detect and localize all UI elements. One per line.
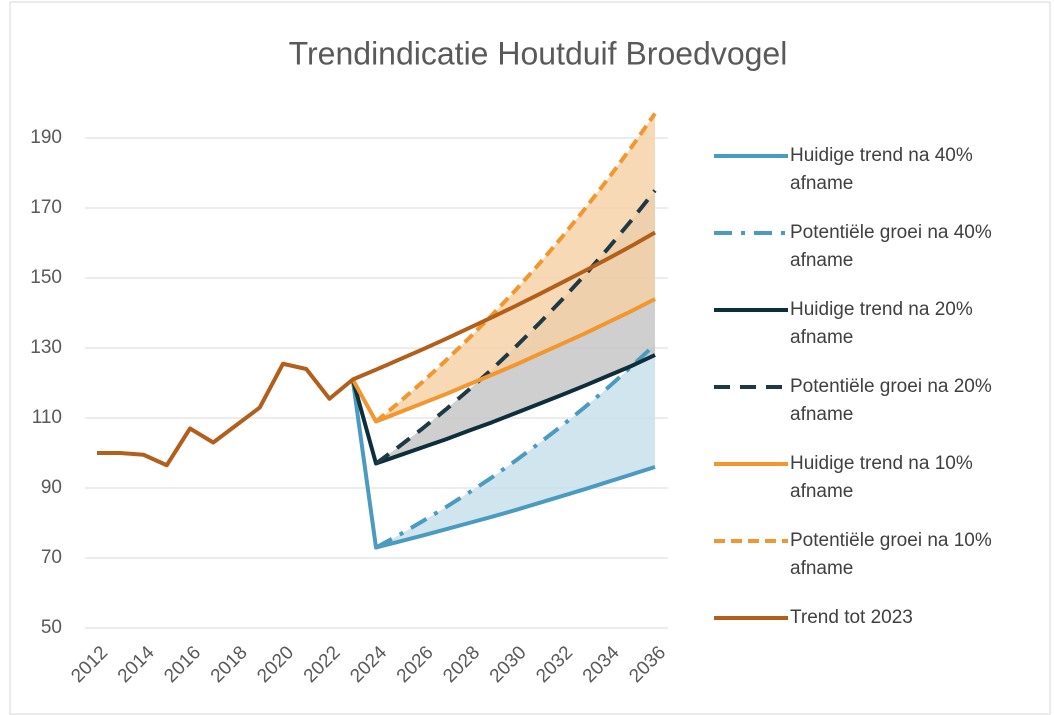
- series-line: [350, 379, 656, 550]
- x-tick-label: 2014: [114, 642, 159, 687]
- y-tick-label: 50: [41, 617, 62, 638]
- x-tick-label: 2020: [253, 642, 298, 687]
- legend-label: Potentiële groei na 10% afname: [790, 530, 992, 579]
- chart-border: [9, 1, 1051, 715]
- legend-label: Huidige trend na 10% afname: [790, 453, 973, 502]
- y-tick-label: 110: [32, 407, 62, 428]
- series-line: [374, 112, 657, 424]
- x-tick-label: 2018: [207, 642, 252, 687]
- y-tick-label: 170: [30, 197, 62, 218]
- legend-item: Huidige trend na 40% afname: [712, 142, 1042, 216]
- series-line: [351, 297, 656, 424]
- legend-item: Huidige trend na 20% afname: [712, 296, 1042, 370]
- series-line: [374, 189, 657, 466]
- legend-label: Huidige trend na 40% afname: [790, 145, 973, 194]
- legend-label: Trend tot 2023: [790, 607, 913, 628]
- legend-swatch: [714, 154, 788, 158]
- series-line: [375, 343, 657, 550]
- y-tick-label: 90: [41, 477, 62, 498]
- legend-swatch: [714, 308, 788, 312]
- x-tick-label: 2028: [439, 642, 484, 687]
- legend-label: Potentiële groei na 40% afname: [790, 222, 992, 271]
- legend-swatch: [714, 231, 788, 235]
- legend-item: Potentiële groei na 40% afname: [712, 219, 1042, 293]
- y-tick-label: 190: [30, 127, 62, 148]
- x-tick-label: 2032: [532, 642, 577, 687]
- band-area: [376, 344, 655, 548]
- chart-title: Trendindicatie Houtduif Broedvogel: [289, 35, 788, 71]
- series-line: [350, 353, 656, 466]
- x-tick-label: 2034: [579, 642, 624, 687]
- x-tick-label: 2016: [160, 642, 205, 687]
- x-tick-label: 2036: [625, 642, 670, 687]
- y-tick-label: 70: [41, 547, 62, 568]
- y-tick-label: 150: [30, 267, 62, 288]
- legend-item: Trend tot 2023: [712, 604, 1042, 678]
- legend-item: Huidige trend na 10% afname: [712, 450, 1042, 524]
- legend-swatch: [714, 539, 788, 543]
- series-line: [97, 230, 656, 468]
- band-area: [376, 113, 655, 422]
- legend: Huidige trend na 40% afname Potentiële gr…: [712, 142, 1042, 681]
- legend-label: Potentiële groei na 20% afname: [790, 376, 992, 425]
- y-tick-label: 130: [30, 337, 62, 358]
- legend-label: Huidige trend na 20% afname: [790, 299, 973, 348]
- legend-swatch: [714, 385, 788, 389]
- legend-item: Potentiële groei na 20% afname: [712, 373, 1042, 447]
- x-tick-label: 2030: [486, 642, 531, 687]
- legend-swatch: [714, 462, 788, 466]
- x-tick-label: 2024: [346, 642, 391, 687]
- legend-item: Potentiële groei na 10% afname: [712, 527, 1042, 601]
- legend-swatch: [714, 616, 788, 620]
- x-tick-label: 2026: [393, 642, 438, 687]
- x-tick-label: 2012: [67, 642, 112, 687]
- x-tick-label: 2022: [300, 642, 345, 687]
